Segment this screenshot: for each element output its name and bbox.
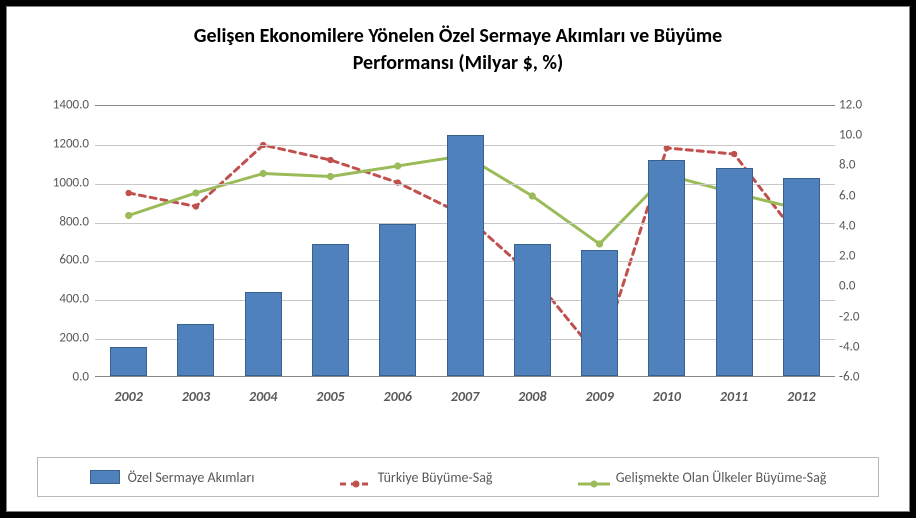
legend: Özel Sermaye Akımları Türkiye Büyüme-Sağ G… <box>37 457 879 497</box>
legend-item: Türkiye Büyüme-Sağ <box>338 469 493 486</box>
legend-item: Gelişmekte Olan Ülkeler Büyüme-Sağ <box>576 469 827 486</box>
xtick-label: 2009 <box>585 388 613 405</box>
series-marker <box>731 151 737 157</box>
legend-label: Türkiye Büyüme-Sağ <box>378 469 493 486</box>
xtick-label: 2007 <box>451 388 479 405</box>
xtick-label: 2012 <box>787 388 815 405</box>
chart-title-line2: Performansı (Milyar $, %) <box>353 51 564 75</box>
series-marker <box>327 173 334 180</box>
legend-label: Gelişmekte Olan Ülkeler Büyüme-Sağ <box>616 469 827 486</box>
ytick-left: 1200.0 <box>35 136 89 151</box>
xtick-label: 2011 <box>720 388 748 405</box>
ytick-right: -2.0 <box>839 309 881 324</box>
bar <box>783 178 820 376</box>
series-marker <box>125 212 132 219</box>
xtick-label: 2003 <box>182 388 210 405</box>
bar <box>245 292 282 376</box>
ytick-right: -6.0 <box>839 370 881 385</box>
series-marker <box>395 179 401 185</box>
series-marker <box>260 170 267 177</box>
legend-swatch-bar <box>90 470 120 484</box>
xtick-label: 2004 <box>249 388 277 405</box>
bar <box>447 135 484 376</box>
ytick-left: 400.0 <box>35 292 89 307</box>
xtick-label: 2010 <box>653 388 681 405</box>
series-marker <box>529 192 536 199</box>
ytick-right: 2.0 <box>839 249 881 264</box>
ytick-left: 200.0 <box>35 331 89 346</box>
ytick-left: 1400.0 <box>35 98 89 113</box>
series-marker <box>125 190 131 196</box>
ytick-left: 1000.0 <box>35 175 89 190</box>
series-marker <box>394 162 401 169</box>
xtick-label: 2002 <box>114 388 142 405</box>
plot-area <box>95 105 835 377</box>
bar <box>312 244 349 376</box>
ytick-right: 6.0 <box>839 188 881 203</box>
ytick-right: -4.0 <box>839 339 881 354</box>
ytick-left: 600.0 <box>35 253 89 268</box>
ytick-right: 4.0 <box>839 218 881 233</box>
series-marker <box>596 240 603 247</box>
series-marker <box>327 157 333 163</box>
plot-wrap: 0.0200.0400.0600.0800.01000.01200.01400.… <box>35 105 881 405</box>
series-marker <box>192 189 199 196</box>
ytick-left: 0.0 <box>35 370 89 385</box>
bar <box>648 160 685 376</box>
ytick-right: 10.0 <box>839 128 881 143</box>
legend-label: Özel Sermaye Akımları <box>128 469 255 486</box>
bar <box>514 244 551 376</box>
chart-title-line1: Gelişen Ekonomilere Yönelen Özel Sermaye… <box>194 24 723 48</box>
xtick-label: 2008 <box>518 388 546 405</box>
bar <box>581 250 618 376</box>
bar <box>110 347 147 376</box>
ytick-left: 800.0 <box>35 214 89 229</box>
series-marker <box>193 203 199 209</box>
ytick-right: 12.0 <box>839 98 881 113</box>
chart-title: Gelişen Ekonomilere Yönelen Özel Sermaye… <box>7 23 909 77</box>
legend-item: Özel Sermaye Akımları <box>90 469 255 486</box>
xtick-label: 2006 <box>384 388 412 405</box>
bar <box>177 324 214 376</box>
bar <box>716 168 753 376</box>
chart-card: Gelişen Ekonomilere Yönelen Özel Sermaye… <box>6 6 910 512</box>
ytick-right: 0.0 <box>839 279 881 294</box>
bar <box>379 224 416 376</box>
ytick-right: 8.0 <box>839 158 881 173</box>
xtick-label: 2005 <box>316 388 344 405</box>
